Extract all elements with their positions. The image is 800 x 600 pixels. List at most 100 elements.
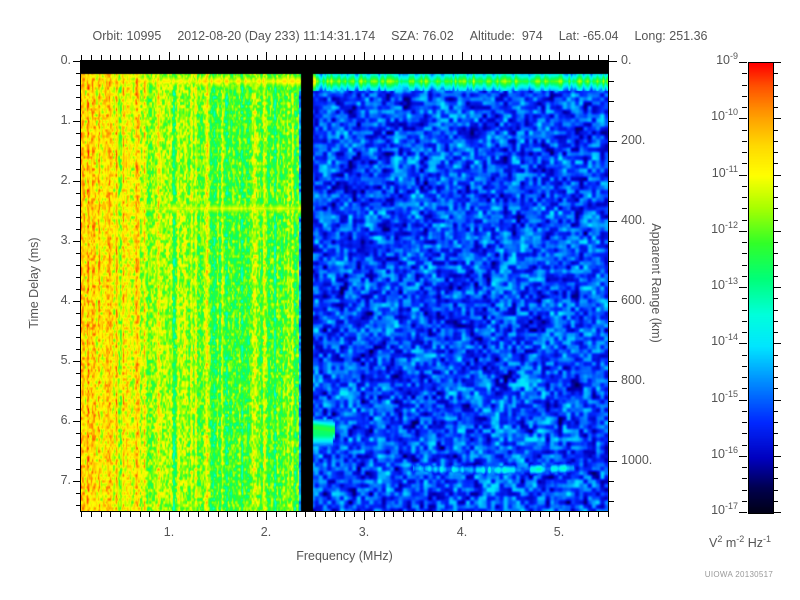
colorbar-minor-tick <box>742 220 747 221</box>
tick-mark <box>530 55 531 60</box>
tick-mark <box>609 81 614 82</box>
colorbar-minor-tick <box>742 186 747 187</box>
colorbar-minor-tick <box>742 478 747 479</box>
tick-mark <box>364 512 365 520</box>
colorbar-minor-tick <box>773 355 778 356</box>
lat-label: Lat: <box>558 29 580 43</box>
colorbar-minor-tick <box>773 377 778 378</box>
tick-mark <box>609 281 614 282</box>
tick-mark <box>76 493 81 494</box>
x-tick-label: 1. <box>163 525 175 539</box>
tick-mark <box>76 169 81 170</box>
lat-value: -65.04 <box>583 29 619 43</box>
colorbar-minor-tick <box>773 388 778 389</box>
tick-mark <box>598 55 599 60</box>
colorbar-tick <box>773 343 781 344</box>
tick-mark <box>76 229 81 230</box>
tick-mark <box>403 512 404 517</box>
tick-mark <box>471 512 472 517</box>
colorbar-tick <box>739 512 747 513</box>
colorbar-minor-tick <box>742 163 747 164</box>
tick-mark <box>73 301 81 302</box>
y-axis-right-title: Apparent Range (km) <box>649 223 663 343</box>
colorbar-tick <box>773 287 781 288</box>
tick-mark <box>608 512 609 517</box>
tick-mark <box>76 373 81 374</box>
tick-mark <box>218 512 219 517</box>
colorbar-tick-label: 10-11 <box>711 163 738 180</box>
credit-label: UIOWA 20130517 <box>704 570 774 579</box>
tick-mark <box>73 481 81 482</box>
tick-mark <box>76 73 81 74</box>
colorbar-minor-tick <box>742 197 747 198</box>
y-right-tick-label: 800. <box>621 373 646 387</box>
colorbar-minor-tick <box>773 242 778 243</box>
colorbar-minor-tick <box>773 411 778 412</box>
colorbar-minor-tick <box>742 422 747 423</box>
tick-mark <box>76 265 81 266</box>
colorbar-tick-label: 10-9 <box>716 50 738 67</box>
tick-mark <box>140 55 141 60</box>
tick-mark <box>471 55 472 60</box>
colorbar-tick <box>773 400 781 401</box>
y-right-tick-label: 400. <box>621 213 646 227</box>
tick-mark <box>76 157 81 158</box>
tick-mark <box>579 55 580 60</box>
tick-mark <box>296 55 297 60</box>
colorbar-tick-label: 10-10 <box>711 106 738 123</box>
colorbar-minor-tick <box>742 355 747 356</box>
colorbar-tick-label: 10-14 <box>711 331 738 348</box>
tick-mark <box>208 55 209 60</box>
tick-mark <box>393 55 394 60</box>
tick-mark <box>364 52 365 60</box>
colorbar-minor-tick <box>742 467 747 468</box>
y-right-tick-label: 600. <box>621 293 646 307</box>
tick-mark <box>315 512 316 517</box>
colorbar-tick <box>739 456 747 457</box>
tick-mark <box>305 512 306 517</box>
tick-mark <box>374 55 375 60</box>
y-left-tick-label: 0. <box>60 53 71 67</box>
tick-mark <box>286 55 287 60</box>
tick-mark <box>452 512 453 517</box>
colorbar-tick <box>739 343 747 344</box>
tick-mark <box>609 61 617 62</box>
colorbar-minor-tick <box>773 490 778 491</box>
y-left-tick-label: 3. <box>60 233 71 247</box>
tick-mark <box>110 55 111 60</box>
tick-mark <box>296 512 297 517</box>
tick-mark <box>73 181 81 182</box>
colorbar-minor-tick <box>773 445 778 446</box>
tick-mark <box>208 512 209 517</box>
tick-mark <box>140 512 141 517</box>
tick-mark <box>76 469 81 470</box>
colorbar-minor-tick <box>742 310 747 311</box>
tick-mark <box>491 55 492 60</box>
tick-mark <box>462 52 463 60</box>
colorbar-minor-tick <box>773 276 778 277</box>
tick-mark <box>76 385 81 386</box>
tick-mark <box>305 55 306 60</box>
colorbar-minor-tick <box>742 276 747 277</box>
tick-mark <box>325 512 326 517</box>
tick-mark <box>609 481 614 482</box>
colorbar-minor-tick <box>773 433 778 434</box>
tick-mark <box>540 512 541 517</box>
colorbar-minor-tick <box>742 96 747 97</box>
tick-mark <box>598 512 599 517</box>
colorbar-minor-tick <box>773 186 778 187</box>
colorbar-minor-tick <box>742 433 747 434</box>
tick-mark <box>481 512 482 517</box>
colorbar-minor-tick <box>773 265 778 266</box>
tick-mark <box>286 512 287 517</box>
tick-mark <box>501 512 502 517</box>
tick-mark <box>481 55 482 60</box>
tick-mark <box>76 205 81 206</box>
tick-mark <box>130 55 131 60</box>
tick-mark <box>588 55 589 60</box>
tick-mark <box>198 512 199 517</box>
tick-mark <box>442 55 443 60</box>
tick-mark <box>179 512 180 517</box>
tick-mark <box>188 55 189 60</box>
tick-mark <box>354 512 355 517</box>
